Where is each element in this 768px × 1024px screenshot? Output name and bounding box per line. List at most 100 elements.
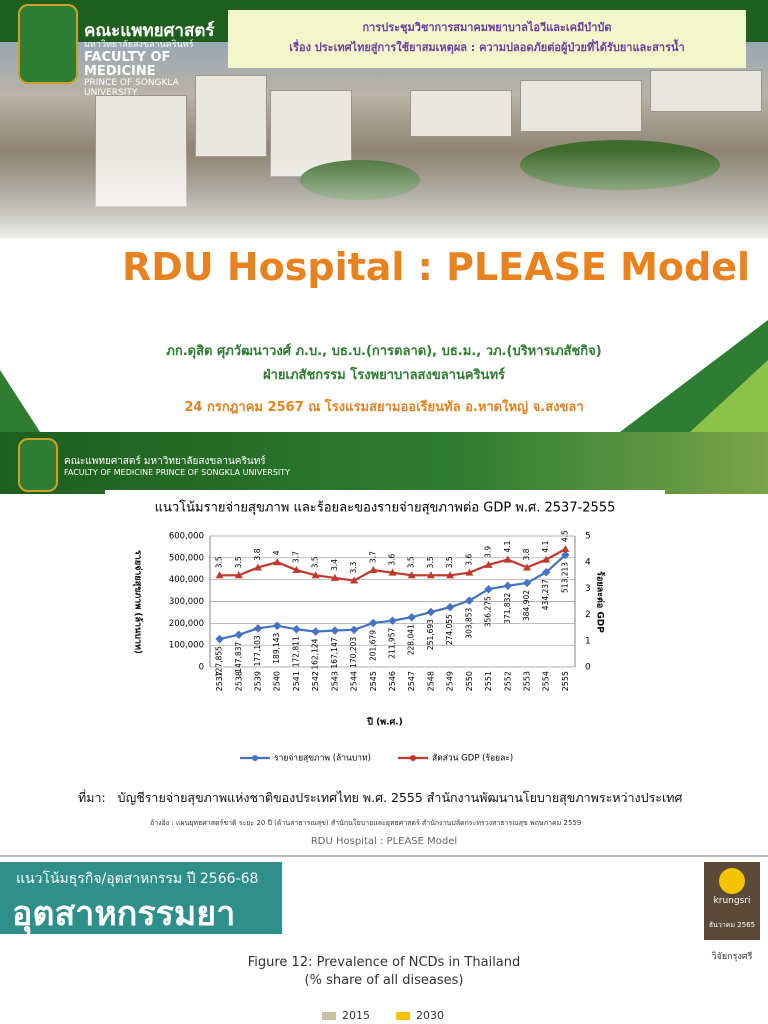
slide-title: RDU Hospital : PLEASE Model (121, 245, 750, 289)
y2-axis-title: ร้อยละต่อ GDP (595, 571, 606, 633)
legend-swatch (396, 1012, 410, 1020)
legend-marker (252, 755, 258, 761)
data-label: 3.9 (484, 546, 493, 558)
x-tick-label: 2551 (484, 671, 493, 691)
y2-tick-label: 4 (585, 558, 591, 568)
figure-subtitle: (% share of all diseases) (304, 973, 464, 988)
data-label: 274,055 (445, 614, 454, 645)
point-marker (292, 625, 301, 634)
reference: อ้างอิง : แผนยุทธศาสตร์ชาติ ระยะ 20 ปี (… (150, 819, 582, 827)
x-tick-label: 2545 (369, 671, 378, 691)
legend-item: 2030 (396, 1009, 444, 1022)
point-marker (446, 571, 455, 579)
data-label: 371,832 (503, 593, 512, 624)
legend-label: 2015 (342, 1009, 370, 1022)
report-kicker: แนวโน้มธุรกิจ/อุตสาหกรรม ปี 2566-68 (16, 871, 259, 887)
point-marker (330, 573, 339, 581)
presenter-dept: ฝ่ายเภสัชกรรม โรงพยาบาลสงขลานครินทร์ (263, 368, 505, 383)
point-marker (330, 626, 340, 635)
slide-header: คณะแพทยศาสตร์ มหาวิทยาลัยสงขลานครินทร์ F… (0, 432, 768, 494)
chart-title: แนวโน้มรายจ่ายสุขภาพ และร้อยละของรายจ่าย… (155, 500, 616, 516)
report-title: อุตสาหกรรมยา (12, 894, 236, 934)
y2-tick-label: 3 (585, 584, 591, 594)
data-label: 303,853 (464, 607, 473, 638)
y2-tick-label: 5 (585, 532, 591, 542)
point-marker (311, 571, 320, 579)
header-thai: คณะแพทยศาสตร์ มหาวิทยาลัยสงขลานครินทร์ (64, 456, 266, 467)
chart-background (105, 490, 665, 780)
y-tick-label: 100,000 (169, 641, 204, 651)
legend-label: 2030 (416, 1009, 444, 1022)
point-marker (445, 602, 455, 612)
logo-thai: คณะแพทยศาสตร์ (84, 21, 215, 41)
data-label: 4 (272, 550, 281, 555)
data-label: 211,957 (388, 627, 397, 658)
building (520, 80, 642, 132)
point-marker (254, 563, 263, 571)
legend-label: รายจ่ายสุขภาพ (ล้านบาท) (274, 753, 371, 764)
header-text: คณะแพทยศาสตร์ มหาวิทยาลัยสงขลานครินทร์ F… (64, 456, 290, 478)
report-banner: แนวโน้มธุรกิจ/อุตสาหกรรม ปี 2566-68 อุตส… (0, 862, 282, 934)
point-marker (234, 571, 243, 579)
y-tick-label: 200,000 (169, 619, 204, 629)
chart: แนวโน้มรายจ่ายสุขภาพ และร้อยละของรายจ่าย… (105, 490, 665, 780)
data-label: 201,679 (368, 630, 377, 661)
data-label: 3.6 (464, 554, 473, 566)
data-label: 251,693 (426, 619, 435, 650)
brand-research: วิจัยกรุงศรี (711, 952, 753, 962)
point-marker (561, 545, 570, 553)
y-tick-label: 600,000 (169, 532, 204, 542)
data-label: 3.7 (291, 551, 300, 563)
banner-line: เรื่อง ประเทศไทยสู่การใช้ยาสมเหตุผล : คว… (289, 41, 685, 54)
x-tick-label: 2544 (350, 671, 359, 691)
data-label: 3.5 (445, 556, 454, 568)
x-tick-label: 2540 (273, 671, 282, 691)
point-marker (407, 571, 416, 579)
point-marker (234, 630, 244, 639)
data-label: 3.5 (215, 556, 224, 568)
x-axis-title: ปี (พ.ศ.) (366, 717, 403, 728)
decor (0, 320, 768, 432)
point-marker (522, 563, 531, 571)
point-marker (349, 625, 359, 635)
data-label: 513,213 (560, 562, 569, 593)
corner-shape (0, 370, 40, 432)
y2-tick-label: 2 (585, 610, 591, 620)
source: ที่มา: บัญชีรายจ่ายสุขภาพแห่งชาติของประเ… (78, 788, 682, 808)
brand-name: krungsri (713, 896, 751, 906)
event-line: 24 กรกฎาคม 2567 ณ โรงแรมสยามออเรียนทัล อ… (184, 400, 584, 415)
data-label: 127,855 (215, 646, 224, 677)
x-tick-label: 2543 (330, 671, 339, 691)
x-tick-label: 2542 (311, 671, 320, 691)
data-label: 4.1 (541, 540, 550, 552)
x-tick-label: 2539 (254, 671, 263, 691)
data-label: 189,143 (272, 632, 281, 663)
point-marker (407, 612, 416, 622)
point-marker (273, 558, 282, 566)
photo-fade (0, 150, 768, 260)
point-marker (215, 571, 224, 579)
data-label: 3.8 (253, 548, 262, 560)
data-label: 3.5 (426, 556, 435, 568)
point-marker (484, 560, 493, 568)
x-tick-label: 2538 (234, 671, 243, 691)
data-label: 177,103 (253, 635, 262, 666)
point-marker (484, 584, 493, 594)
x-tick-label: 2549 (446, 671, 455, 691)
point-marker (426, 607, 436, 617)
point-marker (388, 568, 397, 576)
legend-swatch (322, 1012, 336, 1020)
x-tick-label: 2537 (215, 671, 224, 691)
seal (18, 438, 58, 492)
data-label: 147,837 (234, 641, 243, 672)
y2-tick-label: 0 (585, 663, 591, 673)
building (650, 70, 762, 112)
faculty-logo: คณะแพทยศาสตร์ มหาวิทยาลัยสงขลานครินทร์ F… (18, 4, 223, 98)
point-marker (350, 576, 359, 584)
corner-shape (690, 360, 768, 432)
data-label: 3.8 (522, 548, 531, 560)
data-label: 3.6 (388, 554, 397, 566)
point-marker (426, 571, 435, 579)
slide-divider (0, 855, 768, 857)
data-label: 162,124 (311, 638, 320, 669)
